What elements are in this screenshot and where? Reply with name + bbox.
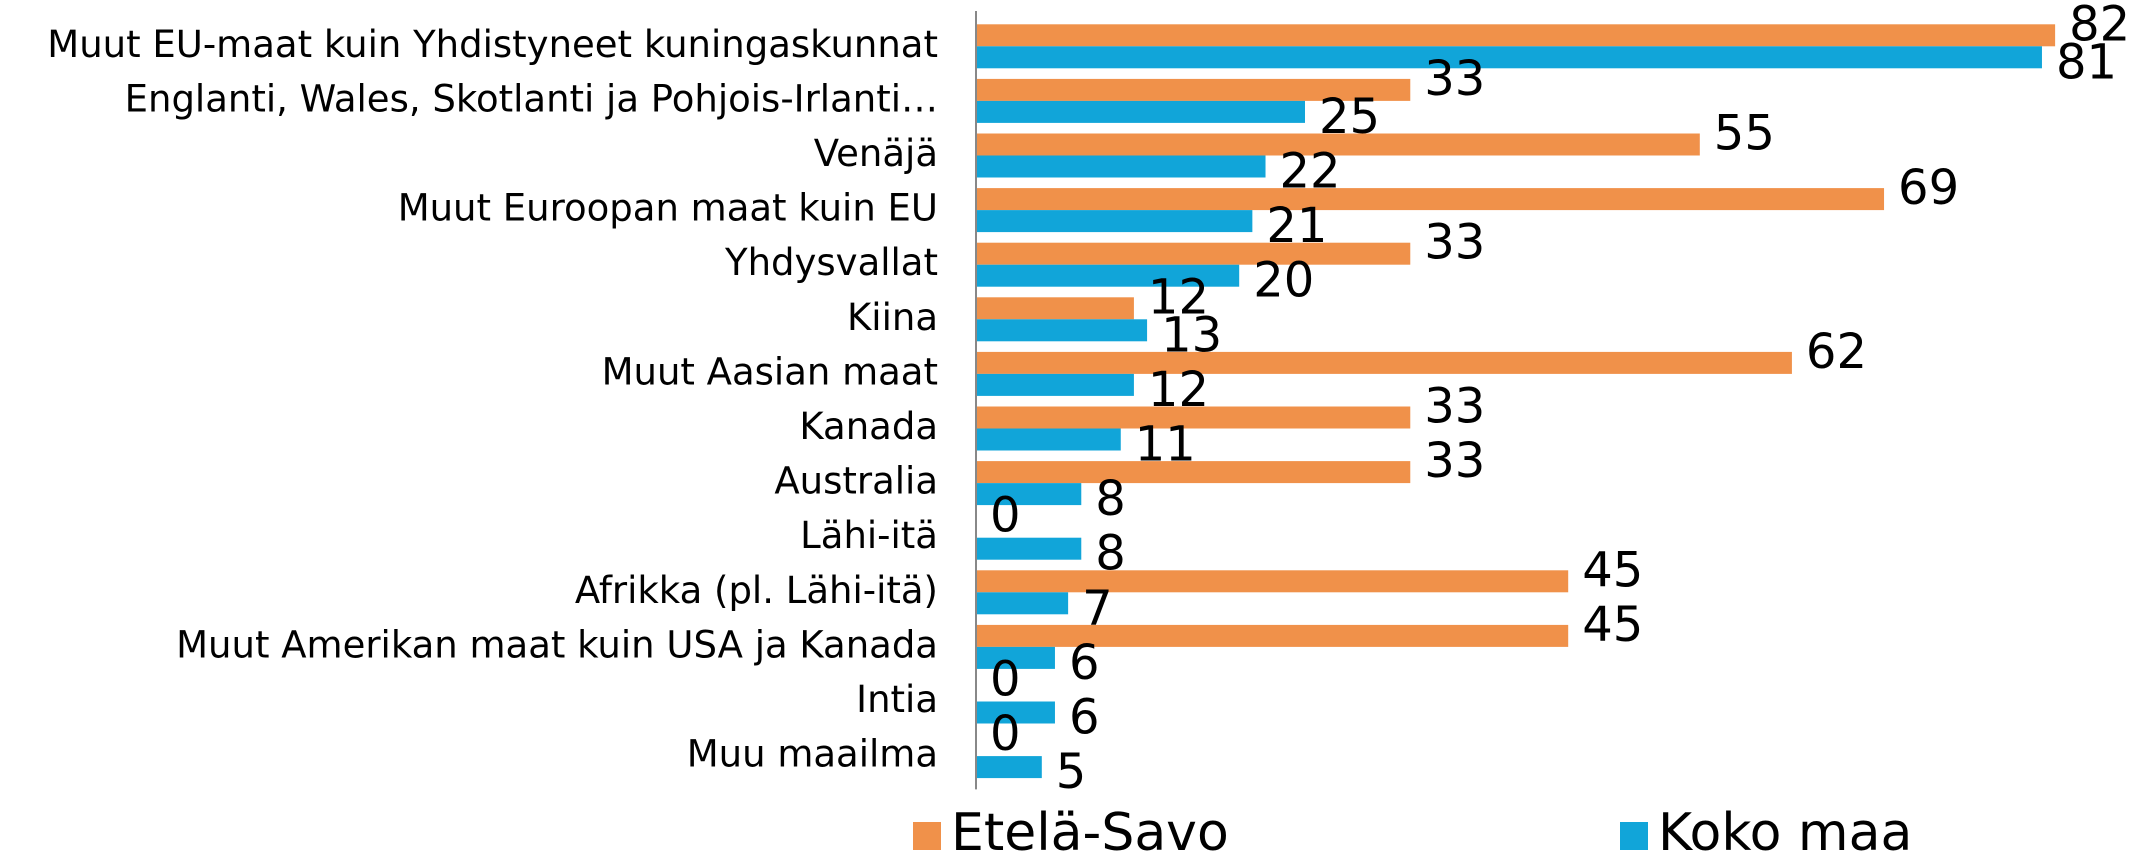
y-tick-label: Kanada: [799, 405, 938, 448]
bar: [976, 188, 1885, 211]
y-tick-label: Kiina: [847, 296, 938, 339]
data-label: 33: [1424, 433, 1485, 489]
data-label: 82: [2069, 0, 2130, 52]
data-label: 6: [1069, 690, 1100, 746]
data-label: 69: [1898, 160, 1959, 216]
legend-label: Etelä-Savo: [951, 803, 1229, 856]
bar: [976, 592, 1069, 615]
y-tick-label: Englanti, Wales, Skotlanti ja Pohjois-Ir…: [125, 77, 938, 120]
bar: [976, 297, 1134, 320]
bar: [976, 210, 1253, 233]
y-tick-label: Lähi-itä: [800, 514, 938, 557]
bar: [976, 646, 1055, 669]
data-label: 55: [1714, 106, 1775, 162]
y-tick-label: Muut EU-maat kuin Yhdistyneet kuningasku…: [47, 23, 938, 66]
data-label: 8: [1095, 471, 1126, 527]
y-tick-label: Muu maailma: [687, 733, 938, 776]
data-label: 33: [1424, 379, 1485, 435]
data-label: 6: [1069, 635, 1100, 691]
bar: [976, 242, 1411, 265]
data-label: 0: [990, 706, 1021, 762]
bar: [976, 100, 1305, 123]
data-label: 81: [2056, 34, 2117, 90]
bar: [976, 319, 1148, 342]
bar: [976, 78, 1411, 101]
y-tick-label: Venäjä: [814, 132, 938, 175]
y-tick-label: Intia: [856, 678, 938, 721]
bar: [976, 133, 1700, 156]
data-label: 33: [1424, 51, 1485, 107]
data-label: 33: [1424, 215, 1485, 271]
bar: [976, 461, 1411, 484]
y-tick-label: Afrikka (pl. Lähi-itä): [575, 569, 938, 612]
bar: [976, 537, 1082, 560]
legend-swatch: [913, 822, 941, 850]
bar: [976, 373, 1134, 396]
bar: [976, 570, 1569, 593]
data-label: 5: [1056, 744, 1087, 800]
legend-swatch: [1620, 822, 1648, 850]
y-tick-label: Muut Aasian maat: [602, 350, 938, 393]
data-label: 45: [1582, 542, 1643, 598]
legend-label: Koko maa: [1658, 803, 1912, 856]
data-label: 20: [1253, 253, 1314, 309]
bar: [976, 264, 1240, 287]
bar: [976, 24, 2056, 47]
bar: [976, 624, 1569, 647]
data-label: 45: [1582, 597, 1643, 653]
bar: [976, 351, 1792, 374]
data-label: 0: [990, 488, 1021, 544]
bar: [976, 46, 2042, 69]
bar: [976, 756, 1042, 779]
data-label: 12: [1148, 269, 1209, 325]
y-tick-label: Yhdysvallat: [724, 241, 938, 284]
bar: [976, 155, 1266, 178]
data-label: 0: [990, 652, 1021, 708]
y-tick-label: Muut Euroopan maat kuin EU: [398, 187, 938, 230]
y-tick-label: Muut Amerikan maat kuin USA ja Kanada: [176, 623, 938, 666]
data-label: 62: [1806, 324, 1867, 380]
bar: [976, 701, 1055, 724]
bar: [976, 428, 1121, 451]
bar: [976, 483, 1082, 506]
y-tick-label: Australia: [774, 460, 938, 503]
bar: [976, 406, 1411, 429]
